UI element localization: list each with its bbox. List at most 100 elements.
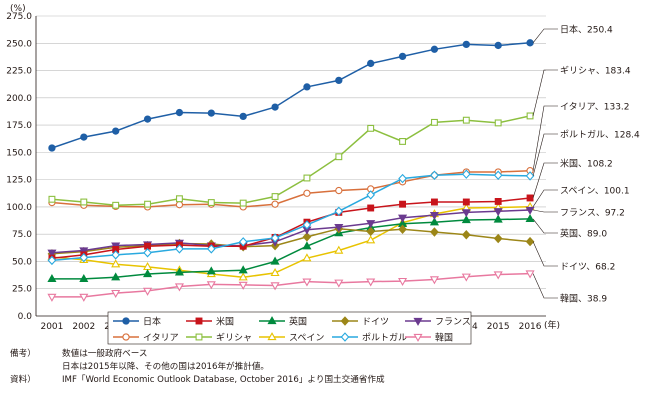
footnotes: 備考） 数値は一般政府ベース 日本は2015年以降、その他の国は2016年が推計… xyxy=(10,348,385,388)
data-point xyxy=(429,217,439,226)
government-debt-line-chart: 0.0 25.0 50.0 75.0 100.0 125.0 150.0 175.0 200.0… xyxy=(6,4,640,345)
legend-item: フランス xyxy=(405,317,471,328)
y-tick-label: 0.0 xyxy=(18,312,33,322)
series-lines xyxy=(47,39,535,302)
axes xyxy=(35,16,546,317)
data-point xyxy=(47,249,57,258)
end-value-callouts: 日本、250.4 ギリシャ、183.4 イタリア、133.2 ポルトガル、128.4 米… xyxy=(532,24,640,305)
data-point xyxy=(111,289,121,299)
data-point xyxy=(238,281,248,290)
data-point xyxy=(462,40,470,49)
data-point xyxy=(270,282,280,291)
callout-label: イタリア、133.2 xyxy=(560,102,630,113)
callout-leader xyxy=(532,105,558,171)
series-line xyxy=(51,42,531,149)
data-point xyxy=(80,133,88,141)
callout-leader xyxy=(532,218,558,234)
data-point xyxy=(461,169,471,179)
series-line xyxy=(51,209,531,254)
y-tick-label: 250.0 xyxy=(6,39,32,49)
y-tick-label: 200.0 xyxy=(6,94,32,104)
data-point xyxy=(111,259,121,268)
series-line xyxy=(51,218,531,280)
data-point xyxy=(493,214,503,223)
data-point xyxy=(494,41,502,50)
legend-marker xyxy=(340,332,350,342)
data-point xyxy=(334,279,344,288)
legend-item: 米国 xyxy=(186,316,234,328)
data-point xyxy=(366,235,376,244)
data-point xyxy=(239,199,247,207)
data-point xyxy=(366,220,376,229)
legend-label: スペイン xyxy=(289,334,324,344)
data-point xyxy=(335,153,343,161)
data-point xyxy=(79,247,89,256)
data-point xyxy=(144,200,152,208)
data-point xyxy=(48,144,56,152)
note-text: IMF「World Economic Outlook Database, Oct… xyxy=(62,375,385,386)
series-line xyxy=(51,115,531,207)
data-point xyxy=(461,215,471,224)
legend-box xyxy=(107,311,472,345)
data-point xyxy=(174,267,184,276)
series-7 xyxy=(48,112,534,209)
data-point xyxy=(430,170,439,180)
legend-label: イタリア xyxy=(143,333,179,344)
y-tick-label: 125.0 xyxy=(6,176,32,186)
data-point xyxy=(239,112,247,121)
series-9 xyxy=(47,169,535,266)
data-point xyxy=(302,220,312,230)
series-3 xyxy=(47,213,535,283)
legend-label: 韓国 xyxy=(435,333,453,344)
data-point xyxy=(335,186,343,195)
legend-item: ポルトガル xyxy=(332,332,407,344)
callout-label: 米国、108.2 xyxy=(560,158,613,170)
legend-label: ドイツ xyxy=(362,318,389,328)
callout-label: 英国、89.0 xyxy=(560,228,607,240)
y-tick-label: 100.0 xyxy=(6,203,32,213)
data-point xyxy=(175,201,184,209)
data-point xyxy=(48,195,56,203)
data-point xyxy=(494,198,502,205)
series-1 xyxy=(48,39,534,152)
data-point xyxy=(430,198,438,206)
legend-marker xyxy=(267,316,277,325)
callout-leader xyxy=(532,69,558,116)
data-point xyxy=(366,226,376,237)
series-line xyxy=(51,197,531,259)
data-point xyxy=(526,112,534,120)
data-point xyxy=(206,266,216,275)
data-point xyxy=(238,272,248,281)
data-point xyxy=(207,199,215,206)
callout-leader xyxy=(533,209,558,213)
data-point xyxy=(430,227,439,237)
legend-marker xyxy=(195,333,203,341)
data-point xyxy=(366,278,376,287)
y-tick-labels: 0.0 25.0 50.0 75.0 100.0 125.0 150.0 175.0 200.0… xyxy=(6,12,32,322)
data-point xyxy=(462,198,470,206)
data-point xyxy=(398,214,408,223)
data-point xyxy=(79,293,89,302)
legend-marker xyxy=(195,317,203,325)
data-point xyxy=(271,193,279,200)
data-point xyxy=(302,241,312,250)
callout-label: フランス、97.2 xyxy=(560,208,625,219)
data-point xyxy=(47,273,57,283)
legend-marker xyxy=(413,333,423,342)
legend-marker xyxy=(122,317,130,325)
data-point xyxy=(143,269,153,278)
legend-item: 韓国 xyxy=(405,333,453,344)
data-point xyxy=(366,190,376,200)
data-point xyxy=(111,272,121,281)
callout-label: 韓国、38.9 xyxy=(560,294,607,305)
data-point xyxy=(493,233,503,244)
callout-label: ドイツ、68.2 xyxy=(560,263,615,273)
y-tick-label: 225.0 xyxy=(6,67,32,77)
data-point xyxy=(526,194,534,202)
data-point xyxy=(493,271,503,280)
legend-item: ギリシャ xyxy=(186,333,252,344)
note-label: 資料） xyxy=(10,375,36,386)
note-label xyxy=(10,361,62,374)
legend-label: 米国 xyxy=(216,316,234,328)
callout-leader xyxy=(532,241,558,267)
